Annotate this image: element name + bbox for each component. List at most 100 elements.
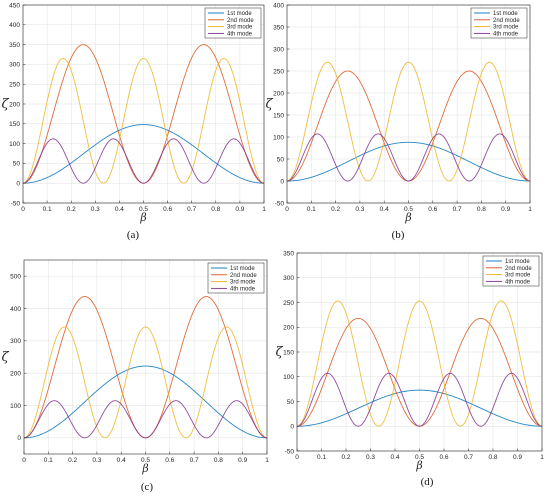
legend-label: 1st mode [505, 259, 530, 265]
legend-label: 2nd mode [493, 18, 520, 24]
x-tick-label: 0.4 [380, 206, 389, 213]
series-line-4 [22, 138, 265, 184]
panel-caption: (d) [421, 476, 434, 488]
x-tick-label: 0.9 [501, 206, 510, 213]
x-tick-label: 1 [262, 206, 266, 213]
x-tick-label: 0 [285, 206, 289, 213]
y-tick-label: 450 [9, 2, 20, 9]
x-tick-label: 0.6 [439, 454, 448, 461]
legend-label: 3rd mode [493, 25, 519, 31]
x-tick-label: 1 [265, 457, 269, 464]
y-tick-label: 0 [16, 181, 20, 188]
chart-panel-3: 0 0.1 0.2 0.3 0.4 0.5 0.6 0.7 0.8 0.9 1 0 100 200 300 4… [1, 259, 269, 493]
series-line-3 [22, 58, 265, 184]
x-tick-label: 0.5 [404, 206, 413, 213]
legend-label: 4th mode [227, 31, 253, 37]
x-axis-label: β [141, 462, 148, 475]
y-tick-label: 0 [17, 435, 21, 442]
x-tick-label: 0.3 [355, 206, 364, 213]
y-tick-label: 250 [9, 82, 20, 89]
legend-label: 3rd mode [227, 25, 253, 31]
x-tick-label: 0.4 [115, 206, 124, 213]
y-tick-label: 250 [273, 68, 284, 75]
x-tick-label: 0 [295, 454, 299, 461]
legend-label: 3rd mode [230, 280, 256, 286]
x-tick-label: 0.6 [165, 457, 174, 464]
series-line-4 [286, 133, 531, 182]
series-line-3 [23, 326, 268, 439]
y-tick-label: 400 [273, 2, 284, 9]
y-tick-label: 100 [273, 134, 284, 141]
x-tick-label: 0.4 [117, 457, 126, 464]
x-tick-label: 0.3 [91, 206, 100, 213]
x-tick-label: 0.8 [211, 206, 220, 213]
y-tick-label: 100 [10, 403, 21, 410]
series-line-3 [296, 300, 543, 427]
x-tick-label: 0.9 [235, 206, 244, 213]
x-tick-label: 0.4 [390, 454, 399, 461]
x-tick-label: 0.3 [92, 457, 101, 464]
x-tick-label: 0.1 [307, 206, 316, 213]
x-tick-label: 0.1 [44, 457, 53, 464]
x-tick-label: 0.1 [43, 206, 52, 213]
y-tick-label: 50 [287, 399, 295, 406]
y-tick-label: 150 [9, 121, 20, 128]
y-tick-label: 300 [10, 338, 21, 345]
y-axis-label: ζ [1, 350, 9, 365]
y-tick-label: 0 [280, 178, 284, 185]
x-tick-label: 0.2 [331, 206, 340, 213]
legend-label: 1st mode [493, 11, 518, 17]
y-tick-label: 350 [273, 24, 284, 31]
y-tick-label: 400 [9, 22, 20, 29]
x-tick-label: 0 [22, 457, 26, 464]
x-tick-label: 0.8 [488, 454, 497, 461]
y-tick-label: 50 [277, 156, 285, 163]
x-tick-label: 0.6 [163, 206, 172, 213]
y-tick-label: 200 [273, 90, 284, 97]
series-line-3 [286, 61, 531, 182]
x-tick-label: 0.1 [317, 454, 326, 461]
legend-label: 2nd mode [227, 18, 254, 24]
x-tick-label: 0.8 [214, 457, 223, 464]
x-tick-label: 0.5 [415, 454, 424, 461]
series-line-1 [297, 389, 542, 427]
series-line-4 [296, 372, 543, 427]
x-tick-label: 0.7 [190, 457, 199, 464]
x-tick-label: 0.2 [67, 206, 76, 213]
y-tick-label: 100 [283, 374, 294, 381]
x-tick-label: 1 [540, 454, 544, 461]
y-tick-label: 350 [283, 250, 294, 257]
y-tick-label: 300 [283, 275, 294, 282]
y-tick-label: 150 [283, 349, 294, 356]
y-tick-label: 200 [10, 370, 21, 377]
x-tick-label: 0.5 [141, 457, 150, 464]
series-line-1 [22, 124, 265, 184]
y-tick-label: 300 [9, 62, 20, 69]
x-tick-label: 0 [21, 206, 25, 213]
y-tick-label: 50 [13, 161, 21, 168]
legend-label: 4th mode [230, 286, 256, 292]
y-tick-label: -50 [285, 448, 295, 455]
series-line-4 [23, 400, 268, 439]
y-tick-label: 200 [283, 325, 294, 332]
y-tick-label: 0 [290, 424, 294, 431]
x-tick-label: 0.7 [187, 206, 196, 213]
x-tick-label: 0.2 [68, 457, 77, 464]
legend-label: 4th mode [505, 279, 531, 285]
legend-label: 2nd mode [230, 273, 257, 279]
series-line-1 [24, 365, 267, 439]
y-tick-label: 250 [283, 300, 294, 307]
y-tick-label: 400 [10, 306, 21, 313]
series-line-1 [287, 141, 530, 182]
x-tick-label: 0.3 [366, 454, 375, 461]
y-tick-label: 150 [273, 112, 284, 119]
y-tick-label: 350 [9, 42, 20, 49]
x-tick-label: 0.7 [464, 454, 473, 461]
y-axis-label: ζ [265, 97, 273, 112]
chart-panel-2: 0 0.1 0.2 0.3 0.4 0.5 0.6 0.7 0.8 0.9 1-5005010015… [265, 2, 532, 241]
